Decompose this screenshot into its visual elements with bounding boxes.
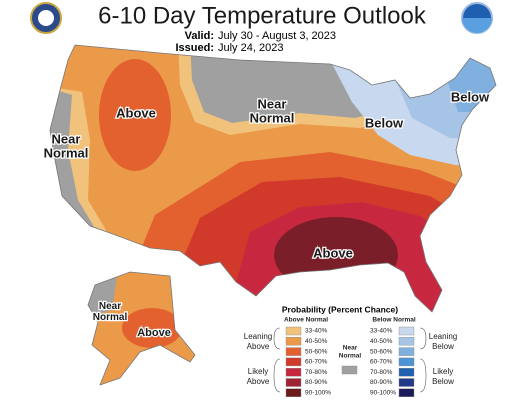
legend-near-title: Near (343, 345, 358, 352)
legend-side-label: Leaning (244, 332, 272, 341)
legend-side-label: Likely (433, 367, 453, 376)
legend-percent: 40-50% (305, 338, 328, 345)
legend-percent: 50-60% (305, 348, 328, 355)
map-label: Above (313, 245, 353, 260)
legend-percent: 70-80% (370, 369, 393, 376)
legend-box (240, 302, 420, 404)
valid-dates: July 30 - August 3, 2023 (218, 30, 336, 42)
legend-swatch (285, 347, 302, 356)
legend-side-label: Below (432, 342, 454, 351)
legend-bracket (419, 358, 427, 393)
legend-percent: 60-70% (370, 359, 393, 366)
legend-swatch (285, 357, 302, 367)
legend-side-label: Below (432, 377, 454, 386)
legend-bracket (419, 327, 427, 350)
legend-percent: 40-50% (370, 338, 393, 345)
legend-swatch (285, 388, 302, 397)
map-label: Near (99, 301, 121, 312)
legend-percent: 90-100% (370, 390, 396, 397)
legend-side-label: Above (247, 342, 270, 351)
alaska-outline (87, 271, 196, 386)
legend-swatch (398, 347, 415, 356)
legend-percent: 60-70% (305, 359, 328, 366)
legend-percent: 70-80% (305, 369, 328, 376)
legend-percent: 80-90% (305, 379, 328, 386)
legend-swatch (398, 337, 415, 346)
map-label: Above (116, 105, 156, 120)
legend-percent: 33-40% (370, 328, 393, 335)
title: 6-10 Day Temperature Outlook (98, 2, 427, 29)
conus-outline (49, 44, 497, 313)
legend-near-title: Normal (339, 353, 362, 360)
legend-side-label: Leaning (429, 332, 457, 341)
legend-bracket (273, 358, 281, 393)
map-label: Below (451, 89, 490, 104)
legend: Probability (Percent Chance) Above Normal… (240, 302, 457, 404)
issued-label: Issued: (175, 42, 214, 54)
legend-percent: 80-90% (370, 379, 393, 386)
legend-swatch (285, 378, 302, 387)
legend-swatch (285, 337, 302, 346)
map-label: Above (137, 327, 171, 339)
legend-title: Probability (Percent Chance) (282, 304, 398, 314)
legend-percent: 50-60% (370, 348, 393, 355)
legend-swatch (341, 365, 358, 375)
legend-above-title: Above Normal (284, 317, 328, 324)
legend-swatch (398, 326, 415, 336)
legend-swatch (285, 326, 302, 336)
legend-percent: 90-100% (305, 390, 331, 397)
legend-swatch (285, 368, 302, 377)
legend-side-label: Above (247, 377, 270, 386)
legend-percent: 33-40% (305, 328, 328, 335)
map-label: Below (365, 115, 404, 130)
map-label: Near (258, 96, 287, 111)
map-label: Normal (44, 145, 89, 160)
legend-below-title: Below Normal (372, 317, 416, 324)
map-labels: AboveNearNormalNearNormalBelowBelowAbove… (42, 88, 491, 340)
legend-swatch (398, 388, 415, 397)
conus-map (50, 45, 496, 312)
issued-date: July 24, 2023 (218, 42, 283, 54)
logos (30, 2, 493, 34)
map-label: Normal (93, 312, 128, 323)
map-label: Near (52, 131, 81, 146)
legend-bracket (273, 327, 281, 350)
legend-swatch (398, 378, 415, 387)
legend-swatch (398, 357, 415, 367)
map-label: Normal (250, 110, 295, 125)
legend-side-label: Likely (248, 367, 268, 376)
legend-swatch (398, 368, 415, 377)
valid-label: Valid: (185, 30, 214, 42)
